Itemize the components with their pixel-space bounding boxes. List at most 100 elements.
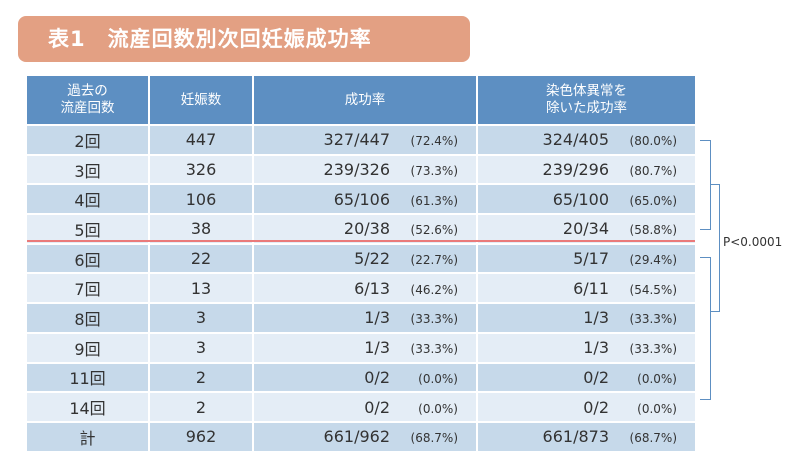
header-pregnancies: 妊娠数	[149, 76, 254, 125]
success-fraction: 6/13	[354, 278, 390, 298]
cell-miscarriage-count: 5回	[27, 213, 150, 244]
adjusted-percent: (58.8%)	[629, 223, 677, 238]
success-fraction: 20/38	[343, 219, 390, 239]
cell-success-rate: 327/447 (72.4%)	[253, 124, 478, 155]
table-title: 流産回数別次回妊娠成功率	[107, 27, 372, 51]
cell-miscarriage-count: 4回	[27, 183, 150, 215]
table-row: 5回 38 20/38 (52.6%) 20/34 (58.8%)	[27, 213, 695, 244]
success-percent: (72.4%)	[410, 134, 458, 149]
cell-pregnancies: 962	[149, 420, 254, 451]
cell-pregnancies: 326	[149, 153, 254, 185]
adjusted-fraction: 0/2	[583, 397, 609, 417]
adjusted-fraction: 5/17	[573, 249, 609, 269]
success-fraction: 327/447	[323, 130, 390, 150]
cell-adjusted-rate: 5/17 (29.4%)	[477, 242, 695, 274]
adjusted-fraction: 65/100	[552, 189, 609, 209]
success-percent: (0.0%)	[418, 371, 458, 386]
cell-adjusted-rate: 1/3 (33.3%)	[477, 331, 695, 363]
adjusted-percent: (68.7%)	[629, 431, 677, 446]
cell-pregnancies: 2	[149, 391, 254, 422]
success-fraction: 239/326	[323, 160, 390, 180]
cell-success-rate: 0/2 (0.0%)	[253, 391, 478, 422]
cell-success-rate: 661/962 (68.7%)	[253, 420, 478, 451]
cell-miscarriage-count: 11回	[27, 361, 150, 393]
cell-success-rate: 0/2 (0.0%)	[253, 361, 478, 393]
success-percent: (61.3%)	[410, 193, 458, 208]
success-percent: (73.3%)	[410, 164, 458, 179]
cell-adjusted-rate: 20/34 (58.8%)	[477, 213, 695, 244]
adjusted-fraction: 239/296	[542, 160, 609, 180]
success-fraction: 0/2	[364, 397, 390, 417]
adjusted-percent: (29.4%)	[629, 253, 677, 268]
adjusted-fraction: 6/11	[573, 278, 609, 298]
header-pregnancies-text: 妊娠数	[180, 91, 222, 108]
success-fraction: 1/3	[364, 308, 390, 328]
cell-adjusted-rate: 6/11 (54.5%)	[477, 272, 695, 304]
success-percent: (33.3%)	[410, 342, 458, 357]
table-row: 2回 447 327/447 (72.4%) 324/405 (80.0%)	[27, 124, 695, 155]
cell-adjusted-rate: 324/405 (80.0%)	[477, 124, 695, 155]
success-fraction: 661/962	[323, 427, 390, 447]
adjusted-fraction: 1/3	[583, 308, 609, 328]
cell-adjusted-rate: 239/296 (80.7%)	[477, 153, 695, 185]
cell-success-rate: 239/326 (73.3%)	[253, 153, 478, 185]
header-success-rate-text: 成功率	[344, 91, 386, 108]
header-miscarriage-count: 過去の 流産回数	[27, 76, 150, 125]
cell-success-rate: 5/22 (22.7%)	[253, 242, 478, 274]
success-percent: (52.6%)	[410, 223, 458, 238]
total-row: 計 962 661/962 (68.7%) 661/873 (68.7%)	[27, 420, 695, 451]
success-percent: (68.7%)	[410, 431, 458, 446]
adjusted-percent: (33.3%)	[629, 312, 677, 327]
header-miscarriage-count-text: 過去の 流産回数	[60, 83, 115, 116]
cell-success-rate: 65/106 (61.3%)	[253, 183, 478, 215]
table-row: 4回 106 65/106 (61.3%) 65/100 (65.0%)	[27, 183, 695, 215]
bracket-lower-group	[700, 257, 711, 400]
adjusted-fraction: 0/2	[583, 367, 609, 387]
cell-adjusted-rate: 0/2 (0.0%)	[477, 361, 695, 393]
cell-pregnancies: 22	[149, 242, 254, 274]
success-fraction: 1/3	[364, 338, 390, 358]
cell-miscarriage-count: 8回	[27, 302, 150, 333]
adjusted-fraction: 661/873	[542, 427, 609, 447]
cutoff-line	[27, 240, 695, 242]
table-body: 2回 447 327/447 (72.4%) 324/405 (80.0%) 3回 326 23…	[27, 124, 695, 451]
cell-success-rate: 1/3 (33.3%)	[253, 302, 478, 333]
header-adjusted-rate: 染色体異常を 除いた成功率	[477, 76, 695, 125]
success-percent: (46.2%)	[410, 282, 458, 297]
cell-pregnancies: 3	[149, 302, 254, 333]
table-row: 6回 22 5/22 (22.7%) 5/17 (29.4%)	[27, 242, 695, 274]
cell-miscarriage-count: 9回	[27, 331, 150, 363]
cell-miscarriage-count: 計	[27, 420, 150, 451]
table-row: 7回 13 6/13 (46.2%) 6/11 (54.5%)	[27, 272, 695, 304]
success-rate-table: 過去の 流産回数 妊娠数 成功率 染色体異常を 除いた成功率 2回 447 327/…	[27, 76, 695, 451]
cell-pregnancies: 3	[149, 331, 254, 363]
adjusted-fraction: 1/3	[583, 338, 609, 358]
cell-miscarriage-count: 3回	[27, 153, 150, 185]
bracket-comparison	[711, 184, 720, 312]
cell-success-rate: 6/13 (46.2%)	[253, 272, 478, 304]
cell-pregnancies: 13	[149, 272, 254, 304]
adjusted-percent: (54.5%)	[629, 282, 677, 297]
adjusted-percent: (80.0%)	[629, 134, 677, 149]
adjusted-percent: (33.3%)	[629, 342, 677, 357]
table-row: 8回 3 1/3 (33.3%) 1/3 (33.3%)	[27, 302, 695, 333]
success-fraction: 65/106	[333, 189, 390, 209]
header-row: 過去の 流産回数 妊娠数 成功率 染色体異常を 除いた成功率	[27, 76, 695, 125]
p-value-label: P<0.0001	[723, 235, 783, 249]
cell-pregnancies: 447	[149, 124, 254, 155]
cell-adjusted-rate: 661/873 (68.7%)	[477, 420, 695, 451]
cell-success-rate: 1/3 (33.3%)	[253, 331, 478, 363]
header-success-rate: 成功率	[253, 76, 478, 125]
cell-pregnancies: 38	[149, 213, 254, 244]
success-percent: (0.0%)	[418, 401, 458, 416]
cell-success-rate: 20/38 (52.6%)	[253, 213, 478, 244]
adjusted-fraction: 20/34	[562, 219, 609, 239]
cell-adjusted-rate: 1/3 (33.3%)	[477, 302, 695, 333]
table-row: 14回 2 0/2 (0.0%) 0/2 (0.0%)	[27, 391, 695, 422]
table-row: 9回 3 1/3 (33.3%) 1/3 (33.3%)	[27, 331, 695, 363]
table-title-banner: 表1 流産回数別次回妊娠成功率	[18, 16, 470, 62]
adjusted-percent: (0.0%)	[637, 371, 677, 386]
cell-adjusted-rate: 65/100 (65.0%)	[477, 183, 695, 215]
success-fraction: 5/22	[354, 249, 390, 269]
table-number: 表1	[48, 27, 86, 51]
